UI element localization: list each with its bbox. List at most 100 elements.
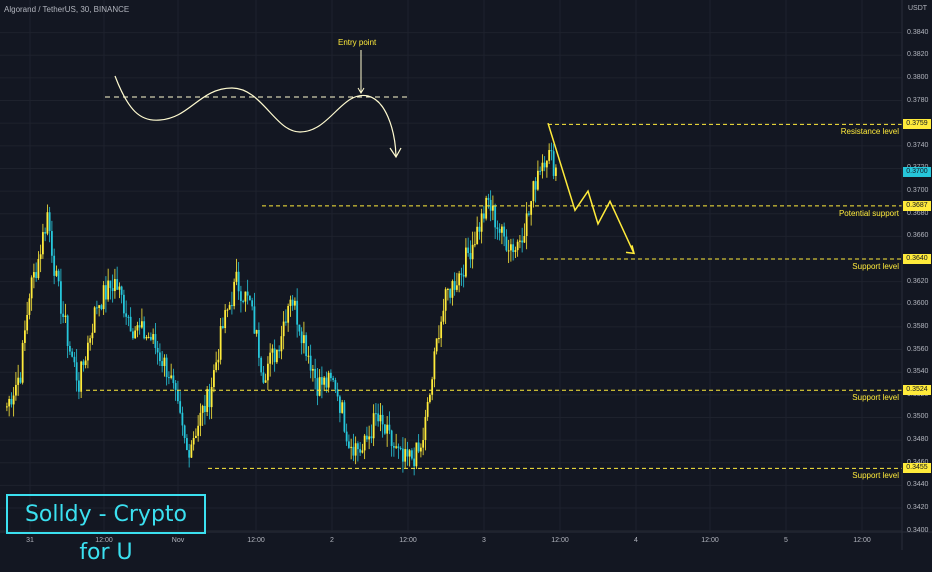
candle-body: [280, 336, 283, 352]
candle-body: [192, 437, 195, 445]
price-tick-label: 0.3580: [907, 322, 929, 330]
candle-body: [217, 359, 220, 363]
candle-body: [228, 305, 231, 310]
candle-body: [386, 424, 389, 434]
time-tick-label: 12:00: [399, 537, 417, 544]
candle-body: [424, 416, 427, 440]
candle-body: [84, 360, 87, 366]
candle-body: [80, 361, 83, 392]
candle-body: [251, 300, 254, 307]
candle-body: [253, 306, 256, 334]
candle-body: [267, 363, 269, 381]
candle-body: [30, 277, 33, 299]
candle-body: [375, 413, 377, 415]
candle-body: [159, 352, 161, 362]
candle-body: [255, 330, 258, 334]
level-price-tag: 0.3524: [903, 385, 931, 396]
candle-body: [53, 255, 56, 276]
candle-body: [37, 259, 40, 279]
candle-body: [303, 335, 305, 344]
candle-body: [483, 213, 485, 219]
candle-body: [305, 335, 308, 357]
candle-body: [537, 170, 539, 190]
candle-body: [370, 436, 373, 439]
wave-arrowhead: [389, 147, 402, 159]
candle-body: [449, 289, 452, 298]
candle-body: [444, 289, 447, 311]
candle-body: [521, 240, 524, 243]
candle-body: [325, 377, 328, 388]
candle-body: [541, 162, 544, 172]
candle-body: [330, 372, 332, 379]
candle-body: [336, 389, 339, 397]
candle-body: [343, 402, 346, 432]
candle-body: [206, 389, 209, 412]
candle-body: [368, 436, 371, 440]
candle-body: [129, 316, 132, 332]
candle-body: [152, 334, 155, 340]
candle-body: [357, 443, 359, 450]
candle-body: [138, 325, 141, 328]
candle-body: [51, 231, 53, 256]
candle-body: [321, 377, 323, 385]
candle-body: [399, 448, 402, 450]
candle-body: [543, 162, 546, 168]
projection-path: [547, 122, 635, 254]
candle-body: [309, 355, 312, 371]
level-lines: [86, 96, 902, 469]
candle-body: [141, 321, 143, 328]
candle-body: [55, 270, 58, 276]
level-name: Support level: [852, 471, 899, 481]
candle-body: [46, 212, 49, 234]
candle-body: [96, 307, 98, 309]
candle-body: [494, 205, 497, 228]
candle-body: [501, 226, 503, 233]
candle-body: [190, 444, 193, 458]
candle-body: [411, 450, 413, 459]
candle-body: [132, 331, 134, 339]
candle-body: [503, 226, 506, 237]
candle-body: [433, 351, 436, 380]
candle-body: [548, 150, 551, 161]
price-tick-label: 0.3800: [907, 73, 929, 81]
candle-body: [82, 361, 85, 366]
candle-body: [478, 226, 481, 232]
price-tick-label: 0.3560: [907, 345, 929, 353]
candle-body: [377, 413, 380, 422]
candle-body: [523, 235, 526, 243]
candle-body: [388, 424, 391, 431]
time-tick-label: 12:00: [95, 537, 113, 544]
candle-body: [440, 321, 443, 339]
candle-body: [408, 450, 411, 457]
price-tick-label: 0.3700: [907, 187, 929, 195]
candle-body: [39, 254, 42, 260]
candle-body: [60, 281, 62, 314]
candle-body: [17, 377, 20, 385]
candle-body: [28, 298, 31, 315]
price-tick-label: 0.3600: [907, 300, 929, 308]
candle-body: [465, 247, 467, 277]
candle-body: [44, 232, 47, 234]
candle-body: [231, 305, 233, 307]
candle-body: [307, 355, 310, 357]
candle-body: [397, 446, 400, 449]
candle-body: [546, 160, 548, 168]
candle-body: [273, 348, 276, 363]
candle-body: [447, 289, 449, 291]
candle-body: [42, 232, 44, 255]
candle-body: [264, 380, 267, 383]
price-tick-label: 0.3840: [907, 28, 929, 36]
level-price-tag: 0.3759: [903, 119, 931, 130]
candle-body: [244, 291, 247, 302]
candle-body: [12, 395, 15, 405]
candle-body: [147, 336, 150, 338]
price-chart[interactable]: [0, 0, 932, 550]
candle-body: [87, 342, 89, 361]
candle-body: [406, 449, 409, 457]
candle-body: [120, 286, 123, 295]
candle-body: [485, 197, 488, 219]
candle-body: [33, 272, 35, 278]
candle-body: [282, 321, 285, 337]
candle-body: [210, 387, 213, 408]
